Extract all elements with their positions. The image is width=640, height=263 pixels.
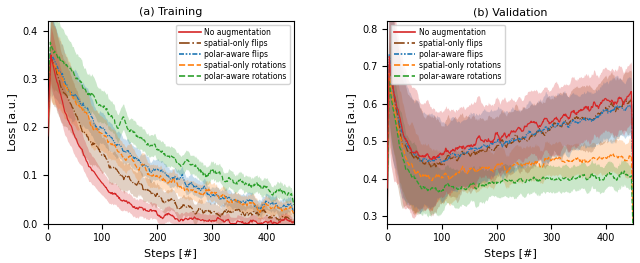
X-axis label: Steps [#]: Steps [#] (144, 249, 197, 259)
Title: (b) Validation: (b) Validation (473, 7, 547, 17)
Legend: No augmentation, spatial-only flips, polar-aware flips, spatial-only rotations, : No augmentation, spatial-only flips, pol… (176, 25, 290, 84)
Y-axis label: Loss [a.u.]: Loss [a.u.] (346, 93, 356, 151)
X-axis label: Steps [#]: Steps [#] (484, 249, 536, 259)
Y-axis label: Loss [a.u.]: Loss [a.u.] (7, 93, 17, 151)
Legend: No augmentation, spatial-only flips, polar-aware flips, spatial-only rotations, : No augmentation, spatial-only flips, pol… (391, 25, 504, 84)
Title: (a) Training: (a) Training (139, 7, 202, 17)
